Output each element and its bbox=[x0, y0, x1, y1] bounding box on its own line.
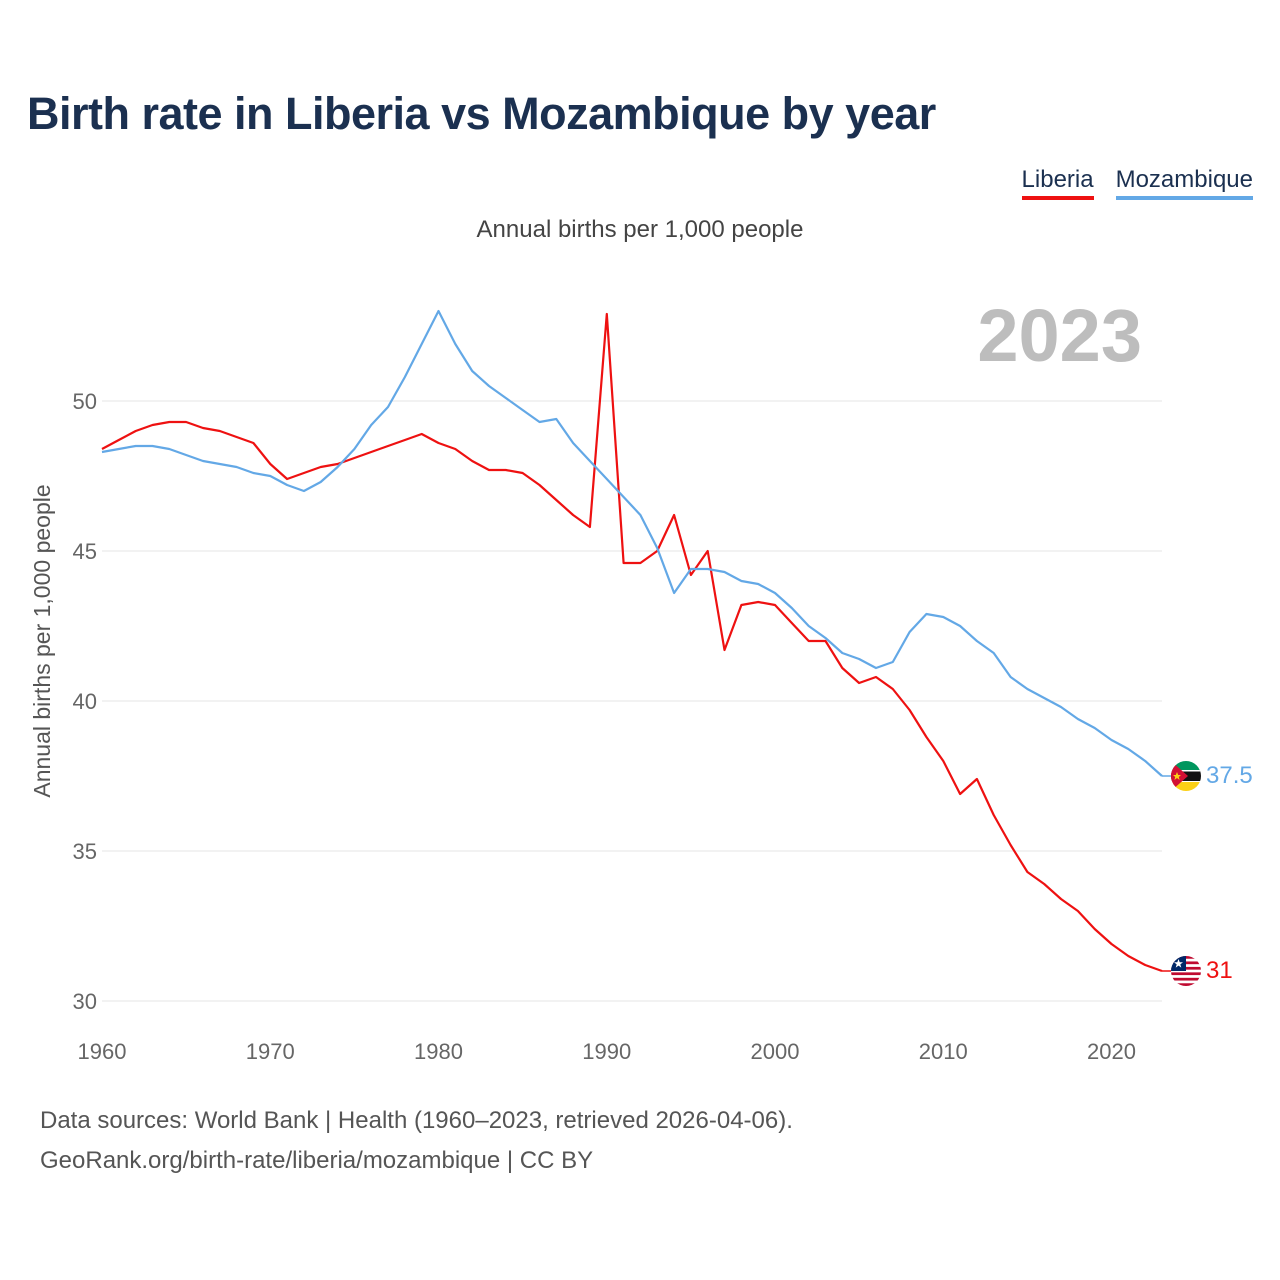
legend-item-liberia[interactable]: Liberia bbox=[1021, 166, 1094, 200]
y-axis-label: Annual births per 1,000 people bbox=[29, 484, 55, 797]
y-axis-ticks: 30 35 40 45 50 bbox=[73, 389, 97, 1014]
y-tick-label: 45 bbox=[73, 539, 97, 564]
mozambique-end-value: 37.5 bbox=[1206, 762, 1253, 789]
mozambique-flag-icon bbox=[1171, 761, 1201, 791]
series-lines bbox=[101, 309, 1172, 973]
x-tick-label: 1980 bbox=[414, 1039, 463, 1064]
gridlines bbox=[102, 400, 1162, 1002]
y-tick-label: 35 bbox=[73, 839, 97, 864]
liberia-flag-icon bbox=[1171, 956, 1201, 986]
x-axis-ticks: 1960 1970 1980 1990 2000 2010 2020 bbox=[78, 1039, 1136, 1064]
x-tick-label: 2010 bbox=[919, 1039, 968, 1064]
x-tick-label: 2000 bbox=[751, 1039, 800, 1064]
x-tick-label: 2020 bbox=[1087, 1039, 1136, 1064]
y-tick-label: 50 bbox=[73, 389, 97, 414]
footer-sources: Data sources: World Bank | Health (1960–… bbox=[40, 1107, 793, 1134]
series-line-liberia[interactable] bbox=[101, 312, 1163, 973]
chart-title: Birth rate in Liberia vs Mozambique by y… bbox=[27, 88, 936, 139]
liberia-end-value: 31 bbox=[1206, 957, 1233, 984]
legend: Liberia Mozambique bbox=[1021, 166, 1253, 200]
x-tick-label: 1960 bbox=[78, 1039, 127, 1064]
y-tick-label: 30 bbox=[73, 989, 97, 1014]
year-indicator: 2023 bbox=[977, 294, 1142, 377]
x-tick-label: 1970 bbox=[246, 1039, 295, 1064]
footer-link[interactable]: GeoRank.org/birth-rate/liberia/mozambiqu… bbox=[40, 1147, 594, 1174]
x-tick-label: 1990 bbox=[582, 1039, 631, 1064]
chart-subtitle: Annual births per 1,000 people bbox=[476, 216, 804, 243]
y-tick-label: 40 bbox=[73, 689, 97, 714]
series-line-mozambique[interactable] bbox=[101, 309, 1163, 777]
legend-item-mozambique[interactable]: Mozambique bbox=[1115, 166, 1253, 200]
